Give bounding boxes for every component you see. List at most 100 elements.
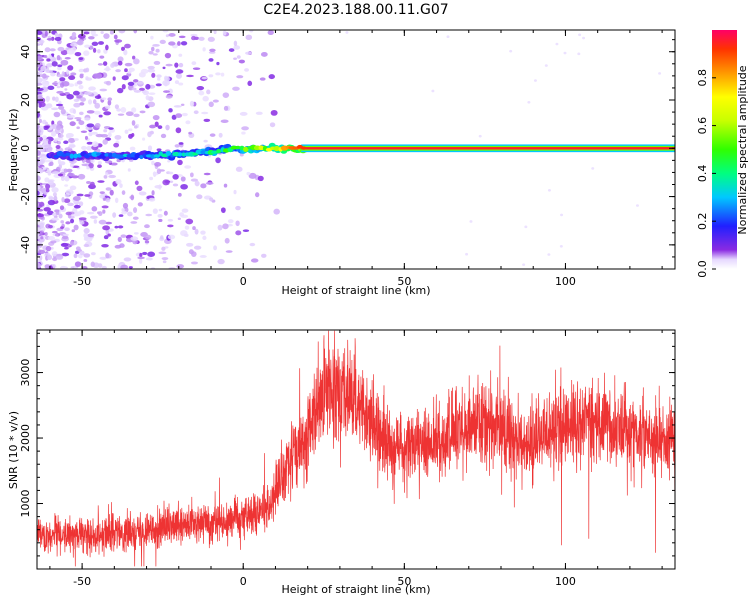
- noise-blob: [158, 251, 167, 255]
- noise-blob: [46, 37, 54, 41]
- noise-speck: [469, 220, 473, 223]
- noise-speck: [478, 134, 482, 138]
- noise-blob: [113, 34, 118, 40]
- noise-blob: [184, 165, 192, 169]
- noise-blob: [236, 55, 241, 59]
- noise-blob: [151, 190, 155, 196]
- noise-blob: [55, 233, 59, 237]
- noise-blob: [49, 161, 54, 166]
- noise-blob: [267, 30, 274, 36]
- noise-blob: [209, 197, 214, 202]
- noise-blob: [68, 75, 76, 81]
- noise-blob: [150, 35, 154, 40]
- ridge-band-core: [301, 147, 675, 150]
- noise-blob: [161, 257, 169, 261]
- noise-blob: [242, 229, 250, 233]
- noise-blob: [73, 138, 79, 141]
- noise-blob: [177, 217, 181, 221]
- noise-blob: [97, 160, 102, 165]
- noise-blob: [217, 258, 225, 265]
- noise-blob: [69, 185, 77, 191]
- noise-blob: [183, 233, 189, 237]
- noise-blob: [82, 30, 91, 33]
- noise-blob: [192, 226, 196, 231]
- noise-blob: [154, 162, 162, 167]
- noise-blob: [175, 113, 183, 118]
- noise-blob: [133, 58, 140, 65]
- noise-speck: [431, 89, 435, 93]
- noise-blob: [67, 148, 73, 152]
- noise-blob: [209, 133, 216, 137]
- noise-blob: [115, 69, 121, 73]
- noise-blob: [53, 195, 58, 202]
- noise-blob: [248, 172, 257, 179]
- noise-blob: [179, 212, 185, 217]
- noise-blob: [194, 180, 200, 187]
- noise-blob: [83, 253, 91, 258]
- noise-blob: [71, 32, 75, 39]
- noise-blob: [270, 109, 278, 116]
- noise-blob: [188, 131, 193, 135]
- ridge-core: [177, 152, 183, 157]
- noise-blob: [144, 234, 152, 240]
- noise-speck: [446, 35, 450, 39]
- noise-blob: [173, 105, 182, 108]
- noise-blob: [138, 258, 143, 264]
- noise-blob: [60, 265, 66, 269]
- noise-blob: [43, 54, 48, 59]
- noise-blob: [180, 183, 188, 190]
- noise-blob: [37, 190, 40, 196]
- noise-blob: [65, 211, 73, 216]
- noise-blob: [47, 139, 52, 145]
- noise-blob: [83, 31, 90, 35]
- noise-blob: [109, 189, 114, 196]
- noise-blob: [223, 183, 228, 188]
- noise-blob: [131, 87, 137, 91]
- noise-blob: [46, 69, 53, 74]
- noise-blob: [186, 74, 194, 78]
- noise-blob: [162, 30, 169, 33]
- noise-speck: [522, 263, 526, 266]
- noise-blob: [222, 30, 227, 36]
- noise-blob: [114, 134, 122, 140]
- noise-blob: [40, 65, 47, 72]
- noise-blob: [73, 98, 80, 103]
- noise-blob: [217, 224, 223, 231]
- noise-blob: [203, 118, 211, 122]
- noise-blob: [254, 192, 260, 198]
- noise-blob: [133, 125, 138, 129]
- noise-blob: [99, 194, 106, 199]
- noise-blob: [86, 145, 93, 151]
- noise-blob: [147, 65, 155, 70]
- ridge-core: [216, 148, 222, 154]
- noise-blob: [61, 252, 70, 257]
- noise-blob: [67, 202, 74, 207]
- noise-blob: [42, 138, 50, 145]
- noise-blob: [131, 120, 136, 126]
- y-tick-label: 2000: [19, 424, 32, 452]
- noise-blob: [178, 53, 183, 57]
- colorbar-tick-label: 0.6: [696, 117, 709, 135]
- noise-blob: [164, 76, 170, 82]
- noise-blob: [37, 82, 43, 86]
- noise-blob: [142, 251, 148, 256]
- colorbar-label: Normalized spectral amplitude: [736, 65, 749, 234]
- noise-blob: [60, 59, 69, 66]
- noise-blob: [154, 121, 159, 127]
- noise-blob: [64, 184, 69, 187]
- noise-blob: [57, 133, 64, 138]
- snr-xlabel: Height of straight line (km): [281, 583, 430, 596]
- noise-blob: [220, 207, 226, 213]
- noise-blob: [37, 213, 44, 218]
- noise-blob: [52, 82, 58, 86]
- noise-blob: [157, 125, 163, 130]
- noise-blob: [131, 133, 135, 137]
- ridge-core: [172, 151, 181, 157]
- noise-blob: [99, 88, 108, 92]
- noise-blob: [44, 125, 50, 129]
- noise-blob: [165, 34, 169, 38]
- noise-blob: [109, 30, 115, 35]
- noise-blob: [78, 217, 87, 221]
- noise-blob: [161, 246, 166, 251]
- noise-blob: [98, 114, 103, 118]
